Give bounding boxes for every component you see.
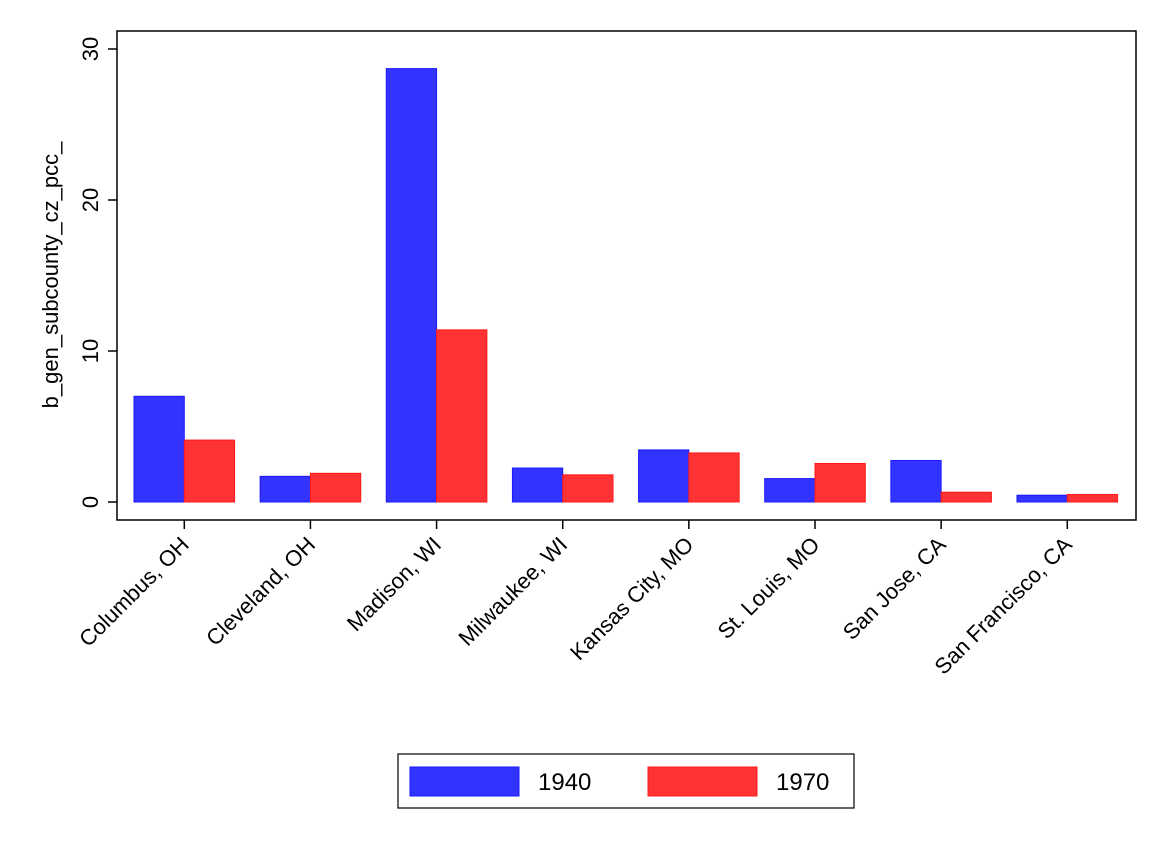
bar-1970-0: [183, 439, 236, 503]
y-axis-title: b_gen_subcounty_cz_pcc_: [38, 141, 63, 408]
x-tick-label-7: San Francisco, CA: [929, 532, 1077, 680]
x-tick-label-1: Cleveland, OH: [201, 532, 320, 651]
x-tick-label-4: Kansas City, MO: [565, 532, 698, 665]
bar-1940-4: [638, 449, 690, 503]
y-tick-label-10: 10: [78, 339, 103, 363]
bar-1970-7: [1066, 493, 1119, 503]
bar-1970-3: [562, 474, 614, 503]
bar-1940-7: [1016, 494, 1068, 503]
legend-label-1970: 1970: [776, 769, 829, 796]
bar-1970-2: [436, 329, 488, 503]
x-tick-label-0: Columbus, OH: [74, 532, 194, 652]
bar-1940-3: [511, 467, 564, 503]
legend: 1940 1970: [397, 753, 855, 809]
bar-1970-1: [309, 472, 362, 503]
bar-1940-5: [764, 478, 816, 503]
bar-1940-1: [259, 475, 311, 503]
bar-1970-5: [814, 462, 866, 503]
x-axis-labels: Columbus, OH Cleveland, OH Madison, WI Milw…: [74, 520, 1077, 679]
legend-label-1940: 1940: [538, 769, 591, 796]
x-tick-label-6: San Jose, CA: [838, 532, 951, 645]
bar-1970-6: [940, 491, 992, 503]
y-tick-label-20: 20: [78, 188, 103, 212]
bar-1940-6: [890, 459, 942, 503]
x-tick-label-5: St. Louis, MO: [713, 532, 825, 644]
bar-1970-4: [688, 452, 740, 503]
x-tick-label-3: Milwaukee, WI: [453, 532, 572, 651]
legend-swatch-1970: [647, 766, 758, 797]
y-tick-label-30: 30: [78, 37, 103, 61]
y-tick-label-0: 0: [78, 496, 103, 508]
plot-frame: [116, 30, 1137, 521]
legend-swatch-1940: [409, 766, 520, 797]
bar-1940-2: [385, 68, 438, 503]
bars: [133, 68, 1119, 503]
bar-1940-0: [133, 395, 185, 503]
y-axis: 0 10 20 30: [78, 37, 117, 508]
x-tick-label-2: Madison, WI: [342, 532, 446, 636]
